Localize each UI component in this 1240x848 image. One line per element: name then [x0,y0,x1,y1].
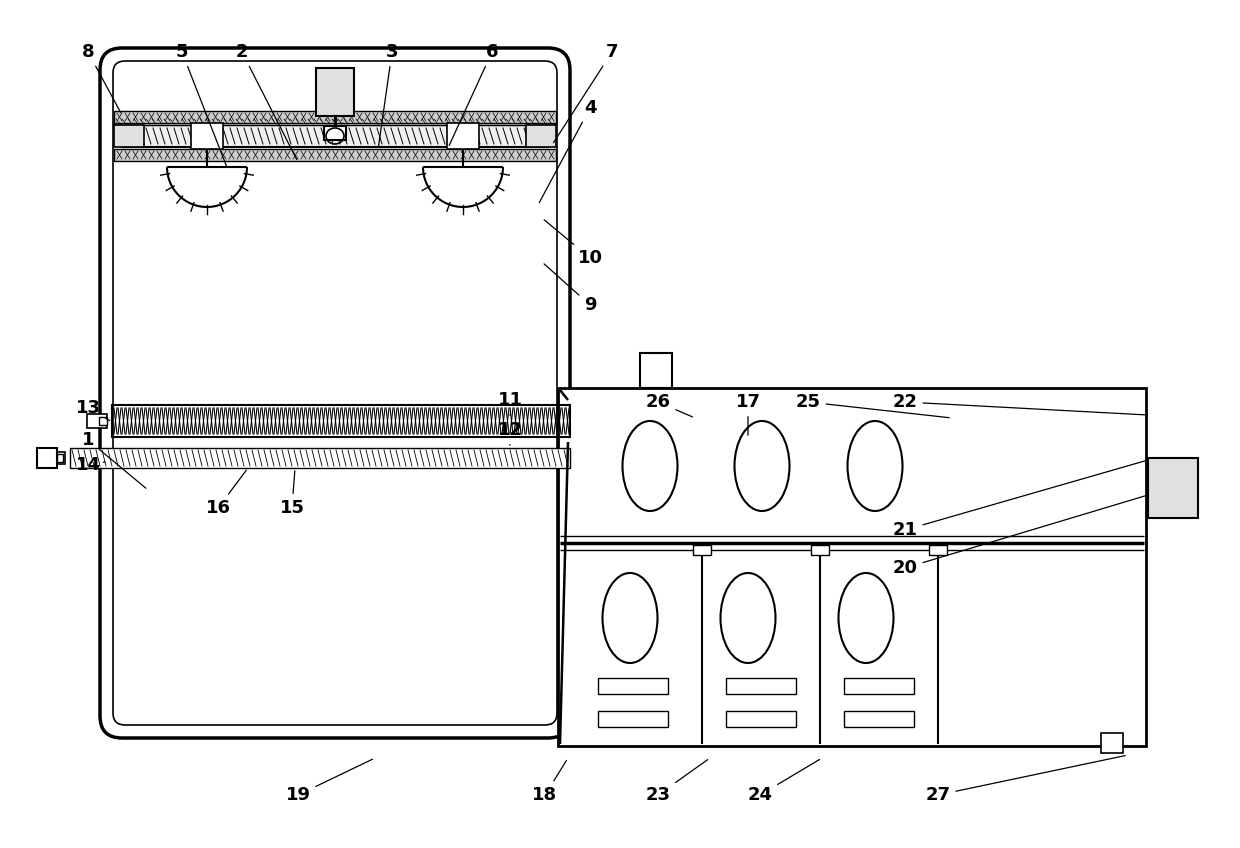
Text: 7: 7 [553,43,619,142]
Text: 12: 12 [497,421,522,445]
Bar [693,545,711,555]
Bar [725,711,796,727]
FancyBboxPatch shape [100,48,570,738]
Text: 21: 21 [893,460,1146,539]
Bar [844,711,914,727]
Bar [558,388,1146,746]
Text: 19: 19 [285,759,372,804]
Ellipse shape [734,421,790,511]
Bar [1148,458,1198,518]
Bar [122,125,548,147]
Text: 8: 8 [82,43,120,113]
Bar [640,353,672,388]
Ellipse shape [838,573,894,663]
Bar [844,678,914,694]
Bar [112,405,570,437]
Text: 1: 1 [82,431,146,488]
Bar [99,417,107,425]
Text: 24: 24 [748,760,820,804]
Ellipse shape [720,573,775,663]
Text: 20: 20 [893,496,1146,577]
Ellipse shape [622,421,677,511]
Text: 14: 14 [76,456,105,474]
Bar [191,123,223,149]
Text: 13: 13 [76,399,109,421]
Text: 25: 25 [796,393,950,418]
Text: 11: 11 [497,391,522,416]
Text: 4: 4 [539,99,596,203]
Text: 5: 5 [176,43,227,167]
Text: 22: 22 [893,393,1146,415]
Bar [929,545,947,555]
Text: 6: 6 [449,43,498,146]
Ellipse shape [603,573,657,663]
Text: 26: 26 [646,393,692,417]
Bar [598,711,667,727]
Text: 3: 3 [378,43,398,148]
Bar [1101,733,1123,753]
Bar [87,414,107,428]
Bar [446,123,479,149]
Text: 16: 16 [206,471,247,517]
Bar [57,454,63,462]
Bar [114,149,556,161]
Bar [114,118,556,125]
Bar [324,126,346,140]
Ellipse shape [847,421,903,511]
Bar [598,678,667,694]
Text: 2: 2 [236,43,296,159]
Bar [37,448,57,468]
Bar [725,678,796,694]
Bar [526,125,556,147]
Bar [69,448,570,468]
Bar [811,545,830,555]
Text: 23: 23 [646,760,708,804]
Text: 15: 15 [279,471,305,517]
Text: 18: 18 [532,761,567,804]
Text: 17: 17 [735,393,760,435]
Bar [316,68,353,116]
Text: 10: 10 [544,220,603,267]
Bar [57,452,64,464]
Bar [114,111,556,123]
Text: 27: 27 [925,756,1125,804]
Bar [114,125,144,147]
Text: 9: 9 [544,264,596,314]
